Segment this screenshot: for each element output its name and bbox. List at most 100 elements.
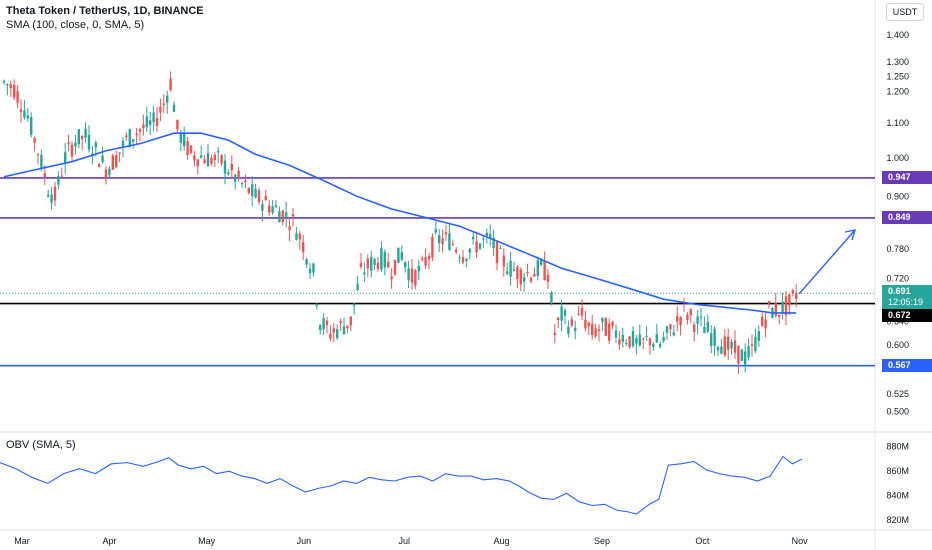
candle-body bbox=[244, 180, 247, 183]
candle-body bbox=[523, 277, 526, 282]
price-tick-label: 0.720 bbox=[886, 273, 909, 283]
candle-body bbox=[645, 336, 648, 338]
price-tick-label: 0.500 bbox=[886, 407, 909, 417]
candle-body bbox=[597, 329, 601, 332]
candle-body bbox=[118, 152, 121, 154]
candle-body bbox=[30, 117, 33, 135]
price-tick-label: 1.100 bbox=[886, 118, 909, 128]
price-tick-label: 1.200 bbox=[886, 86, 909, 96]
candle-body bbox=[251, 184, 254, 197]
candle-body bbox=[774, 303, 777, 316]
candle-body bbox=[132, 139, 135, 142]
candle-body bbox=[451, 243, 454, 245]
candle-body bbox=[455, 249, 458, 253]
candle-body bbox=[699, 316, 703, 318]
candle-body bbox=[111, 155, 114, 170]
candle-body bbox=[693, 324, 696, 333]
candle-body bbox=[740, 349, 743, 361]
candle-body bbox=[312, 263, 315, 273]
last-price-value: 0.691 bbox=[888, 286, 911, 297]
candle-body bbox=[268, 205, 271, 213]
candle-body bbox=[142, 124, 145, 129]
candle-body bbox=[227, 172, 230, 175]
candle-body bbox=[196, 159, 199, 167]
candle-body bbox=[744, 351, 747, 365]
candle-body bbox=[737, 345, 740, 364]
candle-body bbox=[84, 128, 87, 138]
candle-body bbox=[631, 330, 635, 347]
candle-body bbox=[339, 321, 342, 323]
candle-body bbox=[601, 317, 604, 323]
currency-button[interactable]: USDT bbox=[886, 3, 924, 21]
price-tick-label: 0.600 bbox=[886, 340, 909, 350]
candle-body bbox=[210, 158, 213, 164]
candle-body bbox=[761, 316, 764, 326]
candle-body bbox=[70, 144, 74, 157]
candle-body bbox=[380, 248, 383, 270]
candle-body bbox=[672, 332, 675, 336]
time-tick-label: Nov bbox=[792, 536, 809, 546]
candle-body bbox=[546, 274, 550, 282]
candle-body bbox=[710, 333, 713, 347]
candle-body bbox=[6, 84, 9, 86]
candle-body bbox=[135, 133, 138, 136]
candle-body bbox=[621, 335, 624, 342]
candle-body bbox=[77, 129, 80, 145]
candle-body bbox=[176, 119, 179, 130]
candle-body bbox=[285, 212, 288, 218]
candle-body bbox=[159, 106, 162, 113]
candle-body bbox=[152, 112, 155, 123]
candle-body bbox=[625, 343, 628, 345]
price-tick-label: 0.900 bbox=[886, 192, 909, 202]
candle-body bbox=[448, 233, 451, 250]
candle-body bbox=[53, 186, 57, 201]
candle-body bbox=[325, 320, 329, 326]
candle-body bbox=[468, 248, 471, 253]
time-tick-label: Jun bbox=[297, 536, 312, 546]
candle-body bbox=[628, 336, 631, 347]
candle-body bbox=[580, 307, 584, 316]
candle-body bbox=[43, 173, 46, 178]
candle-body bbox=[764, 319, 767, 329]
candle-body bbox=[203, 159, 206, 164]
candle-body bbox=[346, 325, 349, 329]
candle-body bbox=[356, 284, 359, 291]
candle-body bbox=[155, 117, 159, 126]
candle-body bbox=[665, 326, 669, 333]
candle-body bbox=[560, 306, 563, 321]
candle-body bbox=[234, 174, 237, 182]
candle-body bbox=[322, 318, 325, 330]
candle-body bbox=[74, 142, 77, 147]
candle-body bbox=[278, 211, 281, 223]
sma-indicator-label[interactable]: SMA (100, close, 0, SMA, 5) bbox=[6, 19, 145, 31]
obv-tick-label: 820M bbox=[886, 515, 909, 525]
candle-body bbox=[567, 326, 570, 334]
candle-body bbox=[727, 336, 730, 350]
candle-body bbox=[308, 268, 312, 274]
resistance-lower-tag: 0.849 bbox=[882, 211, 932, 225]
candle-body bbox=[519, 269, 522, 285]
obv-line bbox=[0, 455, 803, 515]
candle-body bbox=[298, 233, 301, 240]
obv-label[interactable]: OBV (SMA, 5) bbox=[6, 439, 76, 451]
candle-body bbox=[458, 257, 461, 259]
candle-body bbox=[404, 262, 407, 268]
candle-body bbox=[397, 247, 400, 264]
candle-body bbox=[608, 323, 611, 341]
candle-body bbox=[206, 153, 210, 167]
candle-body bbox=[237, 170, 240, 179]
candle-body bbox=[407, 268, 410, 281]
candle-body bbox=[13, 84, 16, 98]
candle-body bbox=[686, 314, 689, 320]
candle-body bbox=[485, 232, 488, 237]
candle-body bbox=[254, 188, 257, 198]
candle-body bbox=[444, 232, 448, 235]
candle-body bbox=[591, 323, 594, 336]
candle-body bbox=[387, 262, 390, 268]
candle-body bbox=[754, 336, 757, 352]
candle-body bbox=[750, 344, 754, 346]
candle-body bbox=[370, 256, 373, 271]
candle-body bbox=[563, 310, 567, 316]
